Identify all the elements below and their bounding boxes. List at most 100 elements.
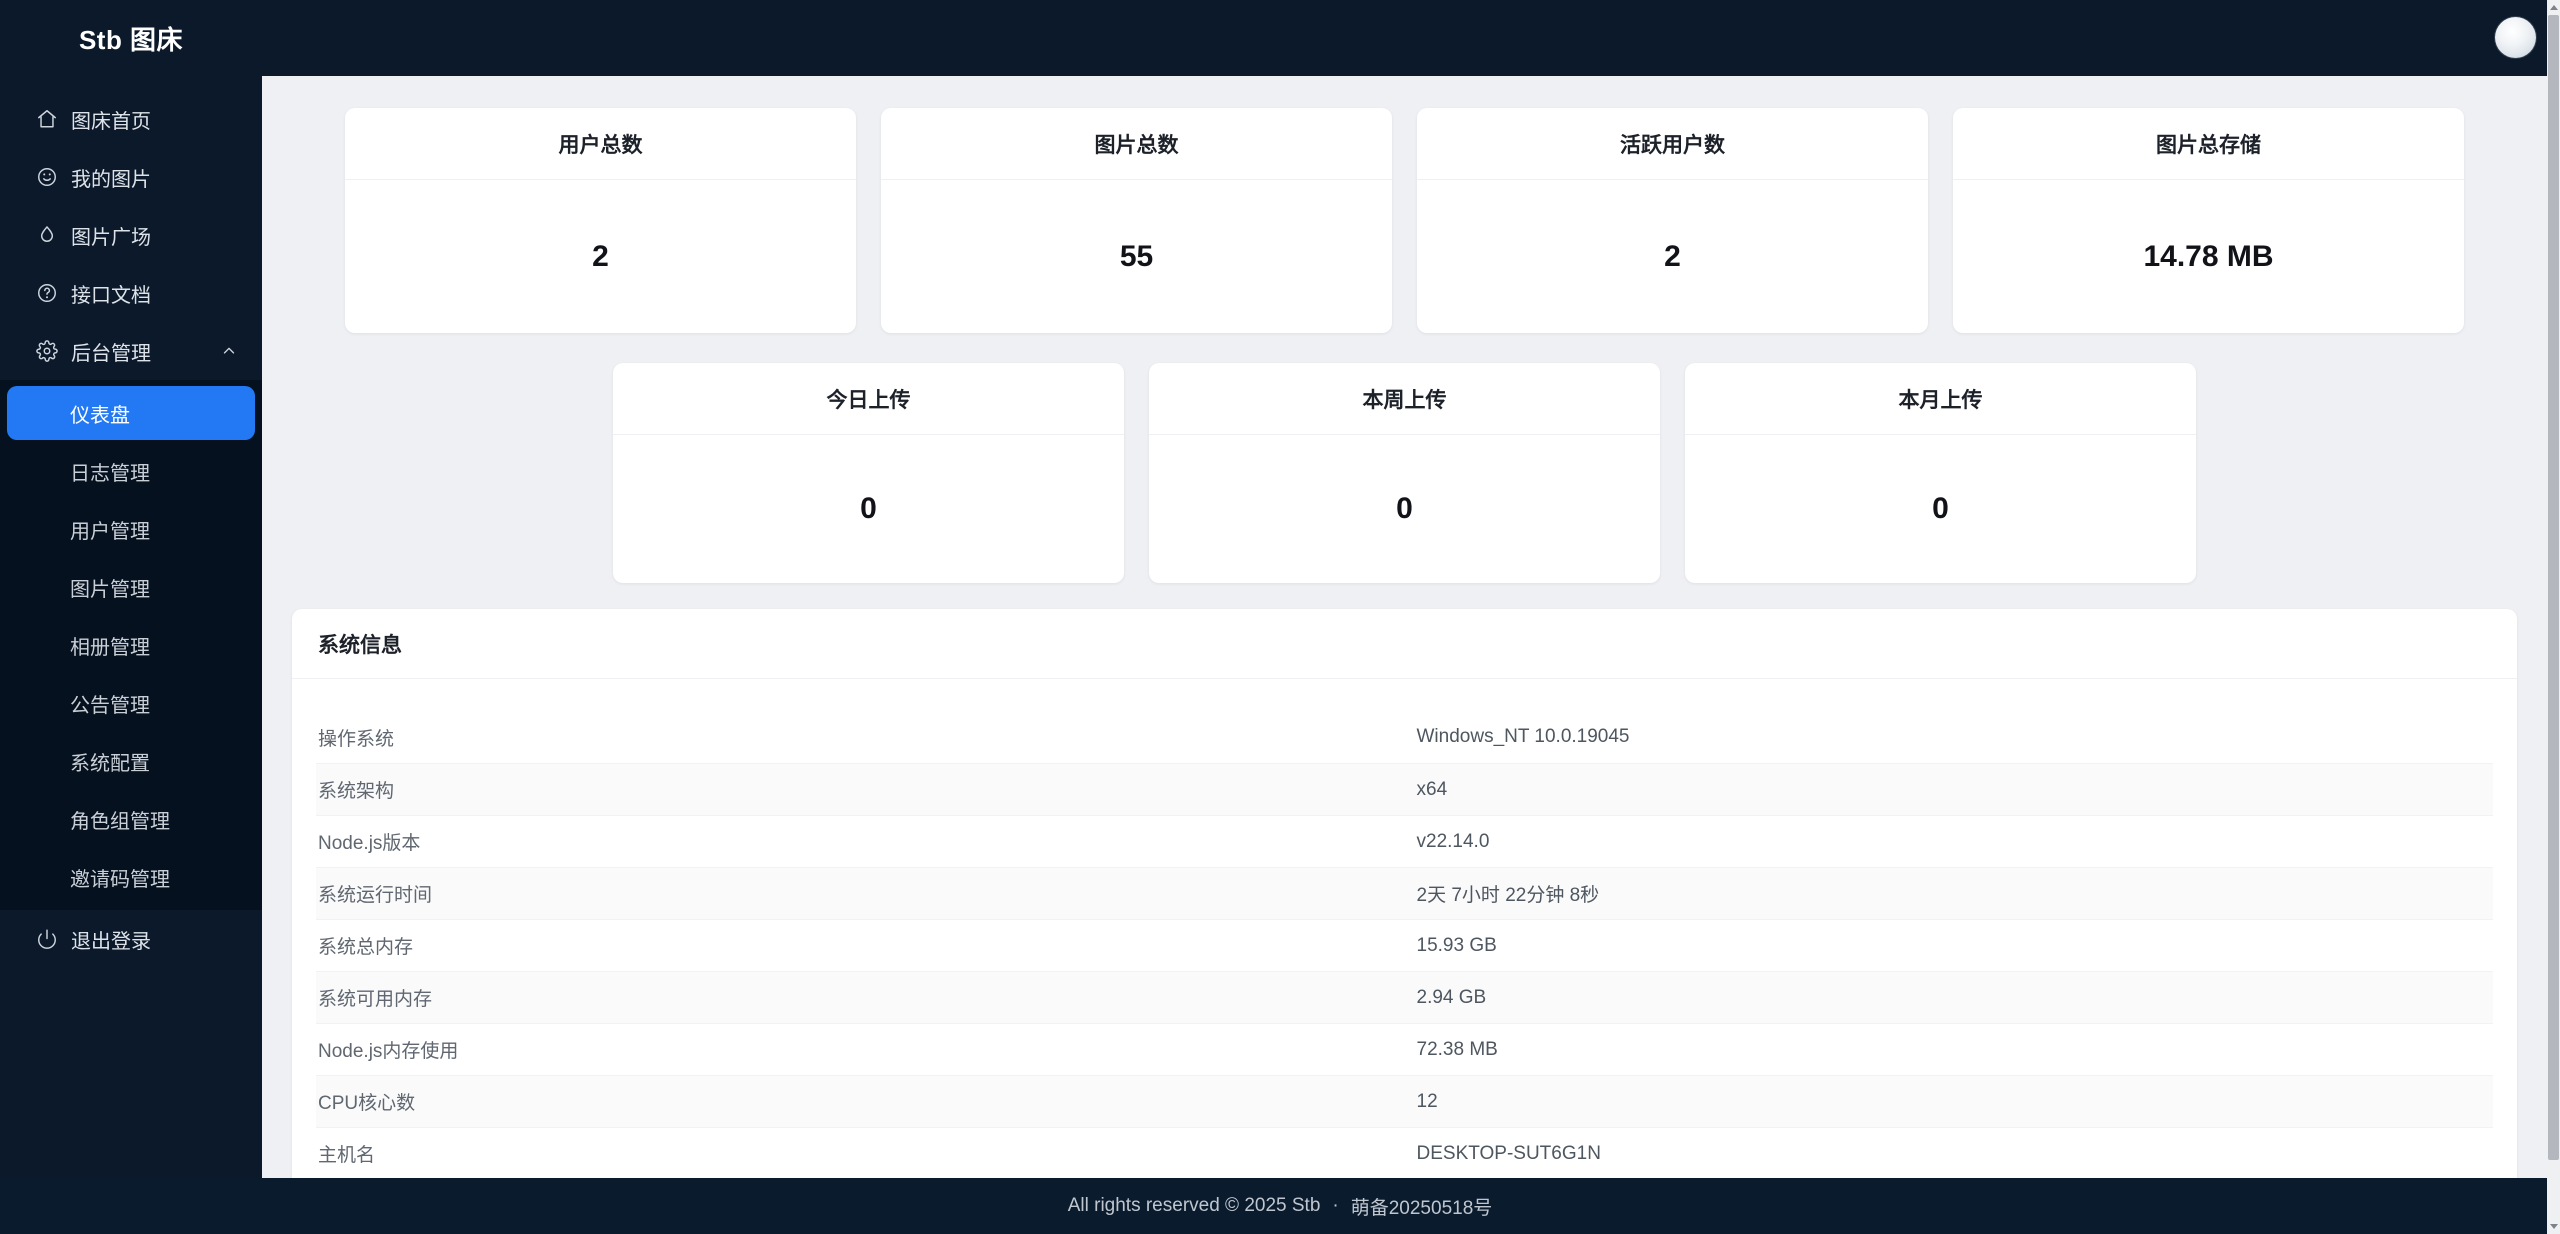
stat-card-value: 0: [1396, 492, 1413, 525]
system-info-card: 系统信息 操作系统 Windows_NT 10.0.19045 系统架构 x64…: [292, 609, 2517, 1199]
submenu-item[interactable]: 邀请码管理: [0, 848, 262, 906]
stat-card: 图片总存储 14.78 MB: [1953, 108, 2464, 333]
stat-card-value: 2: [592, 239, 609, 273]
droplet-icon: [36, 224, 58, 246]
submenu-item[interactable]: 公告管理: [0, 674, 262, 732]
gear-icon: [36, 340, 58, 362]
stat-card-title: 本周上传: [1149, 363, 1660, 435]
sidebar-item-admin[interactable]: 后台管理: [0, 322, 262, 380]
info-row-label: 系统总内存: [318, 937, 414, 958]
stat-card-title: 图片总存储: [1953, 108, 2464, 180]
stat-card: 图片总数 55: [881, 108, 1392, 333]
stat-card-value: 0: [860, 492, 877, 525]
info-row-label: 系统架构: [318, 781, 395, 802]
system-info-table: 操作系统 Windows_NT 10.0.19045 系统架构 x64 Node…: [292, 679, 2517, 1199]
info-row-label: Node.js内存使用: [318, 1041, 459, 1062]
power-icon: [36, 928, 58, 950]
submenu-item[interactable]: 用户管理: [0, 500, 262, 558]
stat-card: 本周上传 0: [1149, 363, 1660, 583]
smiley-icon: [36, 166, 58, 188]
app-title: Stb 图床: [78, 24, 184, 55]
submenu-item-label: 仪表盘: [70, 404, 130, 427]
stats-row-2: 今日上传 0 本周上传 0 本月上传 0: [262, 363, 2547, 583]
stat-card: 活跃用户数 2: [1417, 108, 1928, 333]
stat-card-value: 2: [1664, 239, 1681, 273]
submenu-item-label: 图片管理: [70, 578, 150, 601]
footer: All rights reserved © 2025 Stb · 萌备20250…: [0, 1178, 2560, 1234]
stat-card-value: 14.78 MB: [2143, 239, 2274, 273]
submenu-item[interactable]: 仪表盘: [7, 386, 255, 440]
stat-card-title: 活跃用户数: [1417, 108, 1928, 180]
sidebar-item-label: 退出登录: [71, 930, 151, 953]
scroll-up-arrow-icon: [2549, 5, 2558, 10]
topbar: Stb 图床: [0, 0, 2560, 76]
sidebar: 图床首页 我的图片 图片广场 接口文档 后台管理 仪表盘: [0, 76, 262, 1234]
submenu-item-label: 公告管理: [70, 694, 150, 717]
table-row: CPU核心数 12: [316, 1075, 2493, 1127]
stat-card-title: 本月上传: [1685, 363, 2196, 435]
sidebar-item-label: 图片广场: [71, 226, 151, 249]
vertical-scrollbar[interactable]: [2547, 0, 2560, 1234]
sidebar-item-api-docs[interactable]: 接口文档: [0, 264, 262, 322]
sidebar-item-label: 我的图片: [71, 168, 151, 191]
submenu-item-label: 日志管理: [70, 462, 150, 485]
submenu-item-label: 邀请码管理: [70, 868, 170, 891]
table-row: 系统总内存 15.93 GB: [316, 919, 2493, 971]
table-row: 系统可用内存 2.94 GB: [316, 971, 2493, 1023]
sidebar-item-label: 图床首页: [71, 110, 151, 133]
info-row-value: x64: [1416, 778, 1448, 800]
submenu-item-label: 角色组管理: [70, 810, 170, 833]
footer-copyright: All rights reserved © 2025 Stb: [1067, 1195, 1321, 1216]
info-row-label: 系统可用内存: [318, 989, 433, 1010]
info-row-value: 12: [1416, 1090, 1438, 1112]
submenu-item[interactable]: 角色组管理: [0, 790, 262, 848]
info-row-value: 72.38 MB: [1416, 1038, 1498, 1060]
admin-submenu: 仪表盘 日志管理 用户管理 图片管理 相册管理 公告管理 系统配置: [0, 380, 262, 910]
user-avatar[interactable]: [2495, 17, 2536, 58]
sidebar-item-logout[interactable]: 退出登录: [0, 910, 262, 968]
home-icon: [36, 108, 58, 130]
stat-card-value: 55: [1119, 239, 1154, 273]
info-row-label: 系统运行时间: [318, 885, 433, 906]
info-row-value: DESKTOP-SUT6G1N: [1416, 1142, 1601, 1164]
main-content: 用户总数 2 图片总数 55 活跃用户数 2 图片总存储 14.78 MB 今日…: [262, 76, 2547, 1234]
stat-card: 今日上传 0: [613, 363, 1124, 583]
info-row-value: 2天 7小时 22分钟 8秒: [1416, 885, 1600, 906]
stat-card: 用户总数 2: [345, 108, 856, 333]
footer-beian-link[interactable]: 萌备20250518号: [1350, 1197, 1493, 1219]
stats-row-1: 用户总数 2 图片总数 55 活跃用户数 2 图片总存储 14.78 MB: [262, 108, 2547, 333]
scrollbar-up-button[interactable]: [2547, 0, 2560, 15]
stat-card: 本月上传 0: [1685, 363, 2196, 583]
info-row-label: 主机名: [318, 1145, 376, 1166]
scrollbar-down-button[interactable]: [2547, 1219, 2560, 1234]
info-row-value: v22.14.0: [1416, 830, 1490, 852]
info-row-label: CPU核心数: [318, 1093, 416, 1114]
chevron-up-icon: [220, 342, 238, 360]
help-circle-icon: [36, 282, 58, 304]
sidebar-item-gallery[interactable]: 图片广场: [0, 206, 262, 264]
sidebar-item-home[interactable]: 图床首页: [0, 90, 262, 148]
scrollbar-thumb[interactable]: [2548, 15, 2559, 1160]
stat-card-title: 图片总数: [881, 108, 1392, 180]
info-row-value: Windows_NT 10.0.19045: [1416, 726, 1630, 747]
stat-card-title: 今日上传: [613, 363, 1124, 435]
submenu-item[interactable]: 相册管理: [0, 616, 262, 674]
stat-card-title: 用户总数: [345, 108, 856, 180]
sidebar-item-label: 接口文档: [71, 284, 151, 307]
sidebar-item-my-images[interactable]: 我的图片: [0, 148, 262, 206]
info-row-label: Node.js版本: [318, 833, 421, 854]
submenu-item-label: 用户管理: [70, 520, 150, 543]
table-row: 主机名 DESKTOP-SUT6G1N: [316, 1127, 2493, 1179]
table-row: 操作系统 Windows_NT 10.0.19045: [316, 711, 2493, 763]
submenu-item[interactable]: 日志管理: [0, 442, 262, 500]
stat-card-value: 0: [1932, 492, 1949, 525]
table-row: 系统运行时间 2天 7小时 22分钟 8秒: [316, 867, 2493, 919]
footer-separator: ·: [1332, 1195, 1339, 1216]
table-row: Node.js版本 v22.14.0: [316, 815, 2493, 867]
info-row-value: 15.93 GB: [1416, 934, 1497, 956]
info-row-label: 操作系统: [318, 728, 395, 750]
table-row: Node.js内存使用 72.38 MB: [316, 1023, 2493, 1075]
submenu-item[interactable]: 图片管理: [0, 558, 262, 616]
submenu-item[interactable]: 系统配置: [0, 732, 262, 790]
submenu-item-label: 系统配置: [70, 752, 150, 775]
